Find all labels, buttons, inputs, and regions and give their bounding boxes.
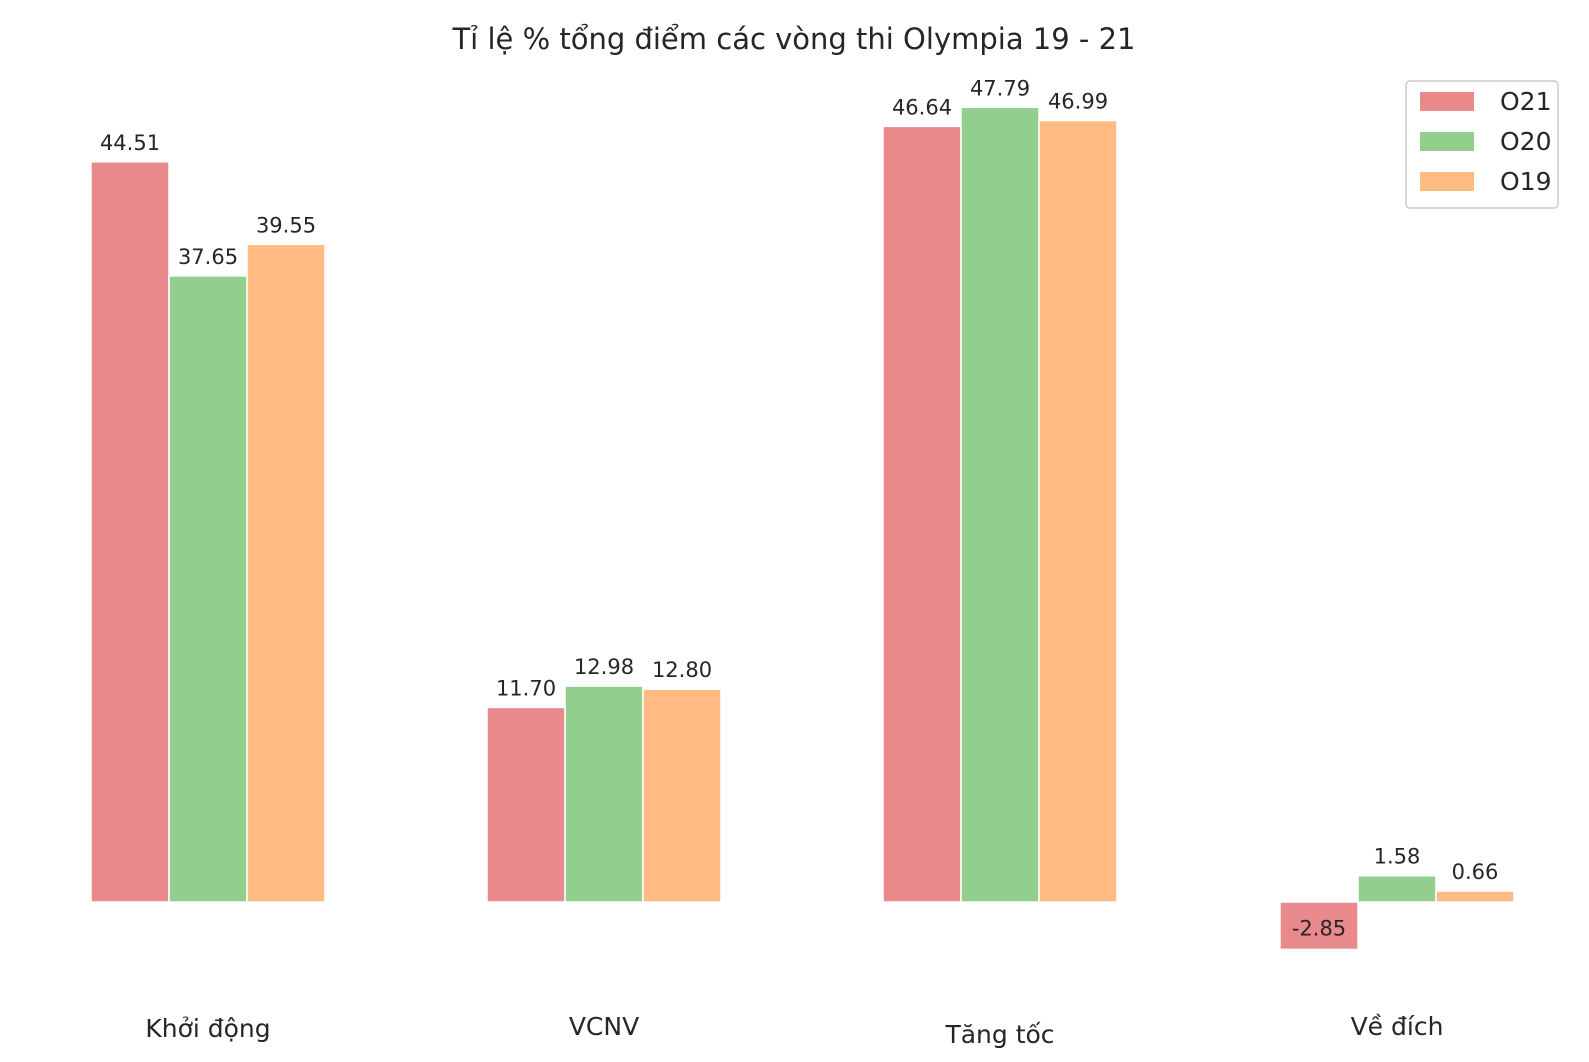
category-label-ve-dich: Về đích xyxy=(1351,1012,1444,1041)
value-label-o21-vcnv: 11.70 xyxy=(496,676,556,700)
bar-o21-khoi-dong xyxy=(90,161,170,903)
value-label-o20-khoi-dong: 37.65 xyxy=(178,245,238,269)
value-label-o20-ve-dich: 1.58 xyxy=(1374,845,1421,869)
bar-o19-khoi-dong xyxy=(246,243,326,903)
bars-group xyxy=(90,106,1515,951)
bar-o20-tang-toc xyxy=(960,106,1040,903)
value-label-o21-ve-dich: -2.85 xyxy=(1292,916,1346,940)
bar-o20-khoi-dong xyxy=(168,275,248,903)
bar-o19-tang-toc xyxy=(1038,119,1118,903)
value-label-o19-vcnv: 12.80 xyxy=(652,658,712,682)
bar-o21-vcnv xyxy=(486,706,566,903)
category-labels-group: Khởi động VCNV Tăng tốc Về đích xyxy=(145,1012,1443,1049)
bar-o21-ve-dich xyxy=(1279,901,1359,951)
value-label-o20-vcnv: 12.98 xyxy=(574,655,634,679)
legend-swatch-o19 xyxy=(1420,172,1474,191)
bar-o20-vcnv xyxy=(564,685,644,903)
category-label-vcnv: VCNV xyxy=(569,1012,639,1041)
legend-label-o20: O20 xyxy=(1500,127,1552,156)
value-label-o21-tang-toc: 46.64 xyxy=(892,95,952,119)
value-label-o20-tang-toc: 47.79 xyxy=(970,76,1030,100)
value-label-o21-khoi-dong: 44.51 xyxy=(100,131,160,155)
legend: O21 O20 O19 xyxy=(1405,80,1559,209)
legend-swatch-o21 xyxy=(1420,92,1474,111)
bar-o20-ve-dich xyxy=(1357,874,1437,903)
category-label-tang-toc: Tăng tốc xyxy=(944,1020,1054,1049)
bar-o19-vcnv xyxy=(642,688,722,903)
legend-label-o19: O19 xyxy=(1500,167,1552,196)
bar-o19-ve-dich xyxy=(1435,890,1515,903)
value-labels-group: 44.51 37.65 39.55 11.70 12.98 12.80 46.64 47.79… xyxy=(100,76,1498,940)
value-label-o19-khoi-dong: 39.55 xyxy=(256,213,316,237)
value-label-o19-ve-dich: 0.66 xyxy=(1452,860,1499,884)
legend-swatch-o20 xyxy=(1420,132,1474,151)
bar-o21-tang-toc xyxy=(882,125,962,903)
value-label-o19-tang-toc: 46.99 xyxy=(1048,90,1108,114)
legend-label-o21: O21 xyxy=(1500,87,1552,116)
chart-title: Tỉ lệ % tổng điểm các vòng thi Olympia 1… xyxy=(451,22,1135,56)
category-label-khoi-dong: Khởi động xyxy=(145,1014,270,1043)
